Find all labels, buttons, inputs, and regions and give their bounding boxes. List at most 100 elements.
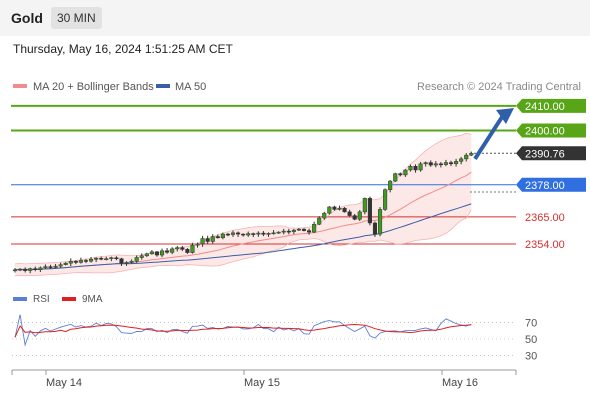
candle — [464, 153, 469, 162]
candle — [403, 169, 408, 177]
candle — [124, 261, 129, 266]
candle — [144, 252, 149, 258]
candle — [205, 235, 210, 245]
level-tag-2 — [516, 146, 586, 161]
symbol-label: Gold — [11, 10, 43, 26]
candle — [322, 211, 327, 220]
level-label-5: 2354.00 — [525, 239, 565, 251]
ma50-line — [14, 203, 472, 271]
candle — [251, 232, 256, 238]
candle — [58, 262, 63, 268]
legend: MA 20 + Bollinger Bands MA 50 Research ©… — [13, 81, 581, 93]
candle — [428, 160, 433, 167]
candle — [372, 221, 378, 237]
candle — [362, 197, 367, 215]
candle — [327, 206, 332, 215]
candle — [68, 258, 73, 267]
level-tag-0 — [516, 98, 586, 113]
x-tick-label: May 15 — [244, 377, 280, 389]
timeframe-button[interactable]: 30 MIN — [51, 7, 102, 29]
candle — [433, 161, 438, 168]
candle — [175, 245, 180, 252]
candle — [119, 257, 124, 266]
candle — [73, 260, 78, 265]
candle — [134, 255, 139, 263]
level-tag-1 — [516, 123, 586, 138]
ma9-legend-label: 9MA — [82, 294, 103, 305]
x-axis: May 14 May 15 May 16 — [11, 369, 517, 389]
rsi-legend-swatch — [13, 297, 27, 301]
ma9-line — [14, 323, 472, 338]
candle — [256, 231, 261, 237]
candle — [307, 228, 312, 235]
candle — [43, 264, 48, 269]
candle — [398, 172, 403, 177]
candle — [114, 256, 119, 261]
rsi-tick-label: 50 — [525, 334, 537, 346]
candle — [413, 164, 418, 173]
candle — [469, 151, 474, 157]
candle — [225, 232, 230, 237]
level-label-0: 2410.00 — [525, 101, 565, 113]
forecast-arrow-icon — [473, 108, 514, 160]
candle — [28, 267, 33, 274]
candle — [352, 213, 357, 221]
candle — [393, 172, 398, 182]
candle — [170, 247, 175, 255]
candle — [337, 205, 342, 211]
candle — [438, 162, 443, 168]
bollinger-lower-line — [14, 209, 472, 277]
rsi-panel: 70 50 30 — [12, 314, 537, 363]
candle — [12, 268, 18, 273]
candle — [139, 253, 144, 260]
level-label-3: 2378.00 — [525, 180, 565, 192]
ma50-legend-label: MA 50 — [175, 81, 206, 93]
candle — [23, 267, 28, 273]
candle — [418, 161, 423, 172]
candle — [312, 221, 317, 234]
ma9-legend-swatch — [62, 297, 76, 301]
candle — [266, 232, 271, 237]
candle — [241, 233, 246, 237]
rsi-line — [14, 314, 472, 347]
candle — [109, 256, 114, 262]
candle — [48, 264, 53, 269]
level-labels: 2410.00 2400.00 2390.76 2378.00 2365.00 2354.… — [516, 98, 586, 251]
candle — [89, 257, 94, 263]
candle — [271, 230, 276, 235]
candle — [367, 196, 372, 226]
ma20-legend-swatch — [13, 84, 27, 88]
chart-header: Gold 30 MIN — [0, 0, 590, 36]
candle — [78, 257, 83, 264]
candle — [38, 266, 43, 273]
candle — [215, 234, 220, 239]
candle — [317, 216, 322, 226]
candle — [276, 231, 281, 234]
candle — [220, 232, 225, 240]
level-label-2: 2390.76 — [525, 148, 565, 160]
credit-label: Research © 2024 Trading Central — [417, 81, 581, 93]
candle — [33, 266, 38, 272]
candle — [383, 188, 388, 211]
candle — [286, 228, 291, 235]
candle — [454, 158, 459, 167]
candle — [246, 231, 251, 237]
candle — [18, 268, 23, 272]
rsi-legend: RSI 9MA — [13, 294, 103, 305]
candle — [210, 234, 215, 244]
candle — [388, 180, 393, 193]
level-label-1: 2400.00 — [525, 126, 565, 138]
candle — [149, 250, 154, 255]
candle — [377, 207, 383, 237]
x-tick-label: May 16 — [442, 377, 478, 389]
candle — [443, 159, 448, 167]
level-label-4: 2365.00 — [525, 212, 565, 224]
candle — [63, 262, 68, 266]
candle — [408, 164, 413, 172]
candle — [129, 259, 134, 264]
candle — [261, 231, 266, 237]
datetime-label: Thursday, May 16, 2024 1:51:25 AM CET — [13, 42, 233, 56]
candle — [230, 230, 236, 237]
candle — [332, 205, 337, 211]
candle — [190, 242, 195, 254]
